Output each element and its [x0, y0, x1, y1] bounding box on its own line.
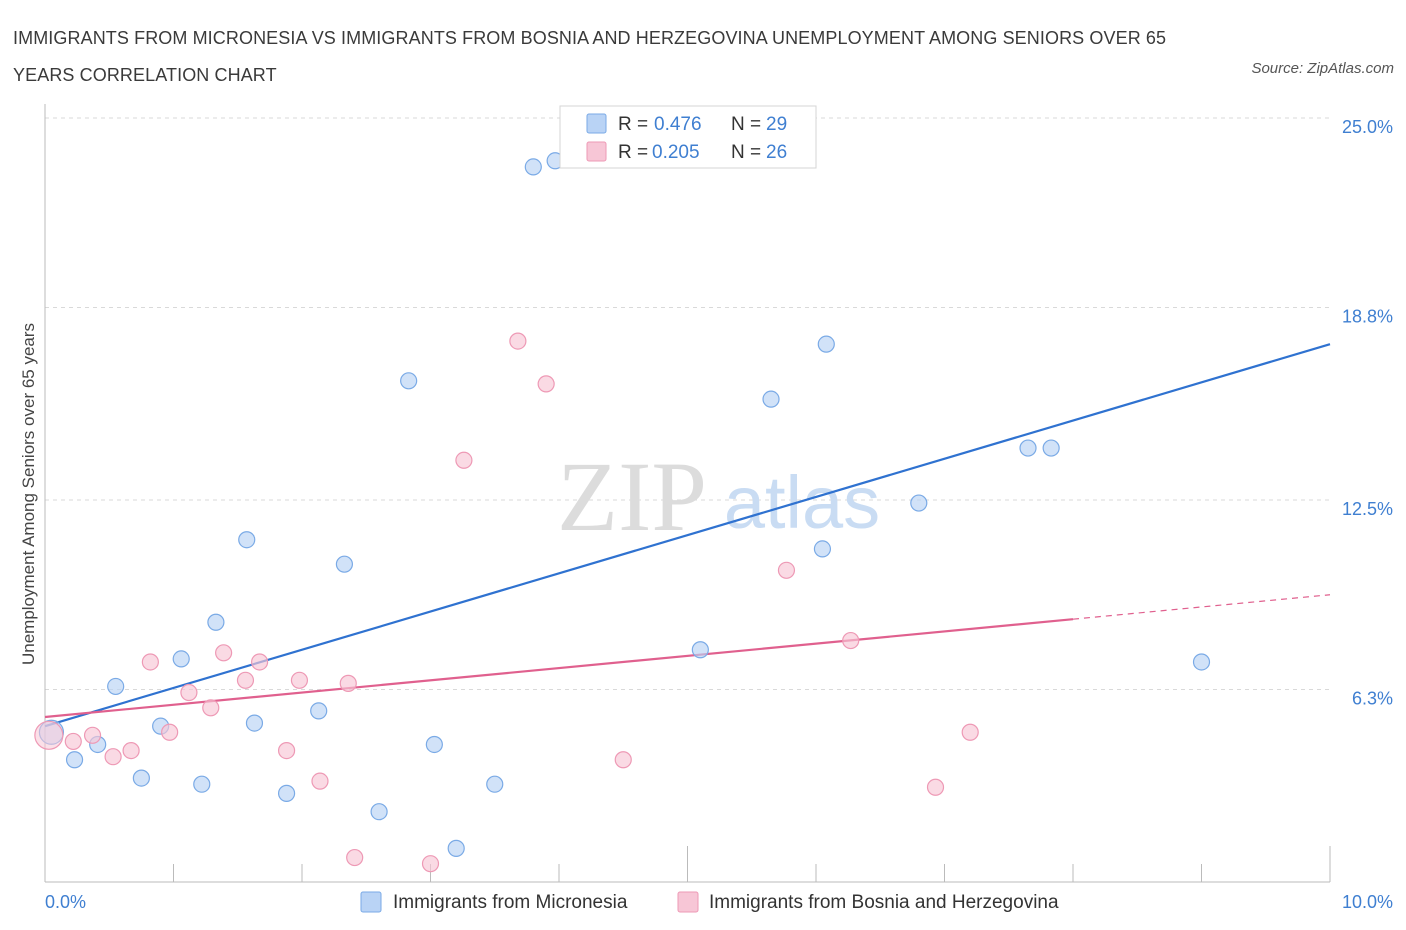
watermark: ZIP atlas [557, 441, 880, 552]
point-bosnia-10 [236, 671, 255, 689]
watermark-atlas: atlas [724, 461, 880, 544]
point-micronesia-26 [1019, 439, 1037, 457]
point-bosnia-9 [215, 644, 233, 662]
y-axis-title: Unemployment Among Seniors over 65 years [19, 323, 38, 665]
trendline-bosnia-extension [1072, 594, 1331, 620]
legend-n-value-2: 26 [766, 142, 787, 163]
legend-swatch-bosnia [586, 141, 607, 162]
point-micronesia-1 [65, 751, 84, 769]
chart-title: IMMIGRANTS FROM MICRONESIA VS IMMIGRANTS… [13, 28, 1167, 85]
points-layer [34, 152, 1211, 873]
legend-n-value-1: 29 [766, 114, 787, 135]
point-bosnia-14 [311, 772, 329, 790]
point-bosnia-1 [64, 732, 82, 751]
point-bosnia-2 [83, 726, 102, 744]
y-tick-label-1: 12.5% [1342, 499, 1393, 519]
series-legend-label-bosnia: Immigrants from Bosnia and Herzegovina [709, 892, 1059, 913]
point-micronesia-13 [335, 555, 354, 573]
point-bosnia-22 [777, 561, 796, 579]
x-tick-label-1: 10.0% [1342, 892, 1393, 912]
point-micronesia-18 [486, 775, 504, 793]
trendline-bosnia [44, 618, 1074, 719]
source-label: Source: ZipAtlas.com [1251, 60, 1394, 77]
point-bosnia-6 [161, 723, 179, 741]
trend-layer [44, 343, 1331, 728]
point-bosnia-19 [509, 332, 527, 350]
point-bosnia-4 [122, 741, 140, 760]
point-micronesia-9 [238, 531, 256, 549]
point-bosnia-24 [926, 778, 945, 796]
point-bosnia-15 [339, 674, 357, 692]
legend-r-value-2: 0.205 [652, 142, 700, 163]
y-tick-label-0: 6.3% [1352, 688, 1393, 708]
point-bosnia-17 [421, 855, 440, 873]
point-bosnia-23 [842, 631, 860, 650]
watermark-zip: ZIP [557, 441, 707, 552]
point-bosnia-13 [290, 671, 309, 689]
point-micronesia-8 [207, 613, 225, 631]
legend-n-label-1: N = [731, 114, 761, 135]
point-bosnia-5 [141, 653, 159, 671]
trendline-micronesia [44, 343, 1331, 728]
point-micronesia-25 [910, 494, 928, 512]
y-tick-label-3: 25.0% [1342, 117, 1393, 137]
point-bosnia-12 [277, 741, 296, 760]
legend-r-label-1: R = [618, 114, 648, 135]
point-micronesia-24 [817, 335, 835, 353]
legend-r-label-2: R = [618, 142, 648, 163]
point-micronesia-27 [1042, 439, 1060, 457]
point-bosnia-0 [34, 720, 64, 750]
point-micronesia-22 [762, 390, 780, 408]
point-micronesia-12 [310, 702, 328, 720]
point-bosnia-18 [455, 451, 473, 469]
point-bosnia-11 [250, 653, 269, 671]
point-micronesia-23 [813, 540, 832, 558]
point-bosnia-7 [180, 683, 198, 702]
grid-layer [45, 117, 1330, 690]
legend-swatch-micronesia [586, 113, 607, 134]
point-micronesia-11 [277, 784, 296, 802]
stats-legend: R = 0.476 N = 29 R = 0.205 N = 26 [559, 105, 817, 169]
point-micronesia-3 [107, 677, 125, 696]
point-micronesia-14 [370, 803, 388, 821]
axes-layer [44, 104, 1331, 883]
series-legend-label-micronesia: Immigrants from Micronesia [393, 892, 628, 913]
point-micronesia-28 [1192, 653, 1211, 671]
point-micronesia-4 [132, 769, 150, 787]
legend-n-label-2: N = [731, 142, 761, 163]
x-tick-label-0: 0.0% [45, 892, 86, 912]
point-bosnia-3 [104, 748, 122, 766]
series-legend-swatch-bosnia [677, 891, 699, 913]
point-micronesia-21 [691, 641, 709, 659]
point-micronesia-10 [245, 714, 264, 732]
point-micronesia-19 [524, 158, 542, 176]
label-layer: 6.3% 12.5% 18.8% 25.0% 0.0% 10.0% [45, 117, 1393, 912]
point-bosnia-20 [537, 375, 555, 393]
point-bosnia-16 [346, 848, 364, 867]
point-bosnia-21 [614, 751, 632, 769]
point-micronesia-15 [400, 372, 418, 390]
legend-r-value-1: 0.476 [654, 114, 702, 135]
series-legend: Immigrants from Micronesia Immigrants fr… [360, 891, 1059, 913]
point-bosnia-8 [202, 699, 220, 717]
point-bosnia-25 [961, 723, 979, 741]
point-micronesia-17 [447, 839, 465, 857]
point-micronesia-6 [172, 650, 190, 668]
series-legend-swatch-micronesia [360, 891, 382, 913]
point-micronesia-7 [193, 775, 211, 793]
point-micronesia-16 [425, 735, 443, 754]
y-tick-label-2: 18.8% [1342, 306, 1393, 326]
